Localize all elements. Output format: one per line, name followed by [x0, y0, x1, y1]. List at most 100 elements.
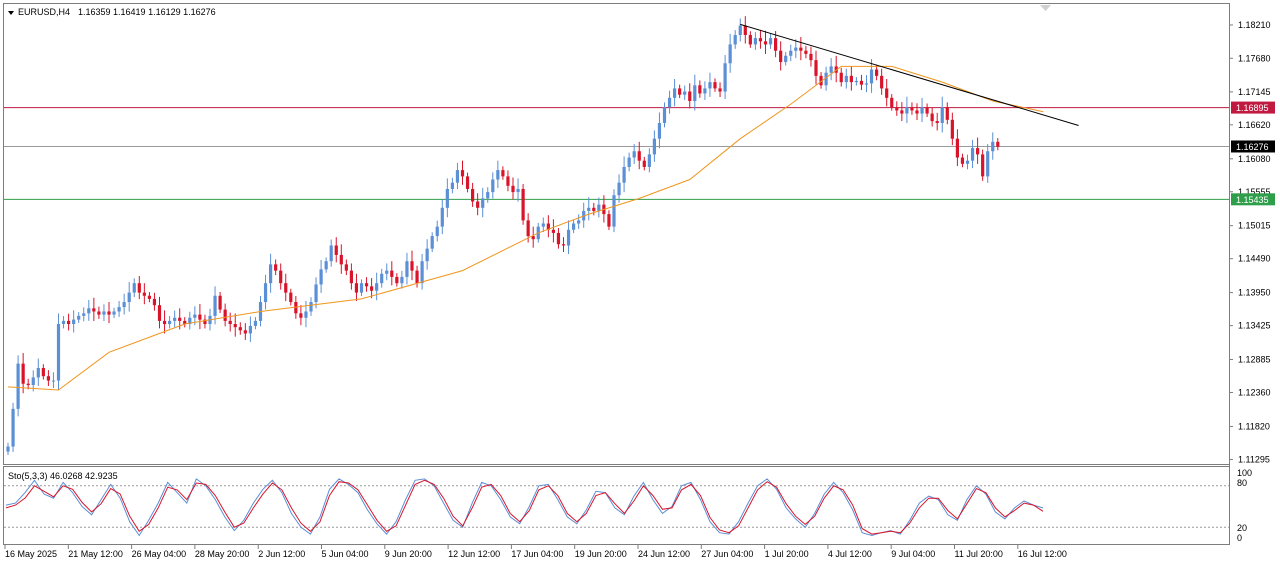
candle-body[interactable]: [551, 229, 555, 233]
candle-body[interactable]: [854, 80, 858, 83]
price-pane[interactable]: [3, 3, 1230, 465]
candle-body[interactable]: [339, 254, 343, 265]
candle-body[interactable]: [627, 157, 631, 167]
candle-body[interactable]: [279, 270, 283, 284]
candle-body[interactable]: [46, 376, 50, 381]
candle-body[interactable]: [733, 35, 737, 45]
candle-body[interactable]: [203, 319, 207, 325]
candle-body[interactable]: [481, 198, 485, 208]
candle-body[interactable]: [986, 151, 990, 177]
candle-body[interactable]: [168, 320, 172, 325]
candle-body[interactable]: [748, 35, 752, 45]
candle-body[interactable]: [965, 160, 970, 164]
candle-body[interactable]: [895, 107, 899, 111]
candle-body[interactable]: [738, 25, 742, 36]
candle-body[interactable]: [566, 229, 571, 246]
candle-body[interactable]: [758, 38, 763, 42]
candle-body[interactable]: [395, 276, 399, 284]
candle-body[interactable]: [526, 220, 530, 237]
candle-body[interactable]: [743, 25, 747, 36]
candle-body[interactable]: [683, 91, 687, 95]
candle-body[interactable]: [501, 170, 505, 177]
shift-marker-icon[interactable]: [1040, 5, 1051, 11]
candle-body[interactable]: [359, 283, 364, 293]
candle-body[interactable]: [875, 69, 879, 76]
candle-body[interactable]: [703, 88, 707, 94]
candle-body[interactable]: [607, 214, 611, 227]
candle-body[interactable]: [784, 55, 788, 63]
candle-body[interactable]: [364, 283, 369, 287]
candle-body[interactable]: [910, 107, 914, 111]
candle-body[interactable]: [97, 311, 101, 315]
candle-body[interactable]: [92, 308, 96, 312]
candle-body[interactable]: [354, 283, 359, 293]
candle-body[interactable]: [900, 110, 904, 114]
candle-body[interactable]: [839, 72, 843, 83]
candle-body[interactable]: [6, 446, 10, 452]
candle-body[interactable]: [162, 320, 167, 325]
candle-body[interactable]: [592, 207, 596, 211]
candle-body[interactable]: [642, 160, 646, 167]
candle-body[interactable]: [400, 276, 404, 284]
menu-triangle-icon[interactable]: [8, 11, 14, 15]
candle-body[interactable]: [915, 110, 919, 114]
candle-body[interactable]: [188, 317, 192, 325]
candle-body[interactable]: [612, 195, 616, 227]
candle-body[interactable]: [309, 302, 313, 312]
candle-body[interactable]: [16, 363, 20, 409]
candle-body[interactable]: [476, 201, 480, 208]
candle-body[interactable]: [541, 223, 545, 227]
candle-body[interactable]: [274, 264, 278, 271]
candle-body[interactable]: [511, 185, 515, 193]
candle-body[interactable]: [597, 204, 601, 211]
candle-body[interactable]: [51, 380, 56, 382]
candle-body[interactable]: [718, 88, 722, 92]
candle-body[interactable]: [491, 179, 495, 193]
candle-body[interactable]: [804, 50, 808, 54]
candle-body[interactable]: [809, 53, 813, 61]
candle-body[interactable]: [774, 38, 778, 51]
candle-body[interactable]: [122, 302, 126, 308]
candle-body[interactable]: [890, 97, 894, 108]
candle-body[interactable]: [955, 138, 959, 158]
candle-body[interactable]: [157, 305, 162, 321]
candle-body[interactable]: [102, 311, 106, 315]
candle-body[interactable]: [521, 188, 525, 221]
candle-body[interactable]: [77, 315, 81, 320]
candle-body[interactable]: [940, 107, 944, 123]
candle-body[interactable]: [708, 82, 712, 89]
candle-body[interactable]: [844, 75, 848, 83]
candle-body[interactable]: [637, 151, 641, 161]
candle-body[interactable]: [753, 38, 757, 45]
candle-body[interactable]: [137, 283, 141, 293]
candle-body[interactable]: [329, 245, 333, 262]
candle-body[interactable]: [430, 236, 434, 249]
candle-body[interactable]: [269, 264, 273, 284]
candle-body[interactable]: [849, 75, 853, 83]
candle-body[interactable]: [82, 313, 86, 316]
candle-body[interactable]: [370, 286, 374, 291]
candle-body[interactable]: [763, 41, 768, 45]
candle-body[interactable]: [981, 154, 985, 177]
stoch-main-line[interactable]: [5, 478, 1044, 537]
stoch-signal-line[interactable]: [5, 479, 1044, 535]
candle-body[interactable]: [970, 148, 975, 161]
candle-body[interactable]: [415, 270, 419, 284]
candle-body[interactable]: [87, 308, 91, 314]
candle-body[interactable]: [652, 138, 656, 155]
candle-body[interactable]: [991, 141, 995, 152]
candle-body[interactable]: [455, 170, 460, 183]
candle-body[interactable]: [556, 232, 561, 245]
candle-body[interactable]: [864, 83, 869, 85]
candle-body[interactable]: [61, 320, 66, 325]
candle-body[interactable]: [728, 44, 732, 64]
candle-body[interactable]: [410, 261, 414, 271]
candle-body[interactable]: [996, 141, 1000, 147]
candle-body[interactable]: [885, 88, 889, 98]
candle-body[interactable]: [587, 207, 591, 211]
candle-body[interactable]: [253, 320, 258, 326]
candle-body[interactable]: [723, 63, 727, 92]
candle-body[interactable]: [349, 270, 353, 284]
candle-body[interactable]: [173, 317, 177, 321]
candle-body[interactable]: [284, 283, 288, 293]
